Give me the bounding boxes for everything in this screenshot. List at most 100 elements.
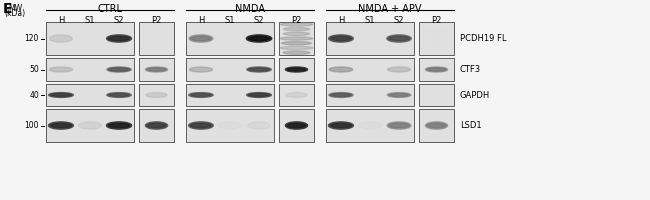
Text: S1: S1 bbox=[365, 16, 375, 25]
Ellipse shape bbox=[49, 122, 73, 129]
Ellipse shape bbox=[249, 68, 269, 71]
Ellipse shape bbox=[428, 36, 445, 41]
Ellipse shape bbox=[248, 94, 270, 96]
Ellipse shape bbox=[190, 123, 211, 128]
Ellipse shape bbox=[109, 68, 129, 71]
Ellipse shape bbox=[146, 93, 167, 97]
Ellipse shape bbox=[248, 36, 270, 41]
Ellipse shape bbox=[79, 122, 101, 129]
Ellipse shape bbox=[425, 122, 448, 129]
Ellipse shape bbox=[49, 35, 72, 42]
Ellipse shape bbox=[246, 35, 272, 42]
Ellipse shape bbox=[330, 67, 353, 72]
Bar bbox=[279, 22, 314, 55]
Ellipse shape bbox=[281, 42, 311, 45]
Ellipse shape bbox=[188, 93, 213, 97]
Text: H: H bbox=[198, 16, 204, 25]
Ellipse shape bbox=[283, 51, 310, 54]
Ellipse shape bbox=[147, 68, 166, 71]
Ellipse shape bbox=[287, 68, 306, 71]
Ellipse shape bbox=[247, 93, 271, 97]
Ellipse shape bbox=[109, 123, 130, 128]
Text: S2: S2 bbox=[254, 16, 265, 25]
Bar bbox=[326, 109, 414, 142]
Ellipse shape bbox=[387, 67, 411, 72]
Text: S1: S1 bbox=[225, 16, 235, 25]
Text: P2: P2 bbox=[291, 16, 302, 25]
Ellipse shape bbox=[219, 122, 241, 129]
Text: H: H bbox=[58, 16, 64, 25]
Bar bbox=[139, 22, 174, 55]
Ellipse shape bbox=[248, 122, 270, 129]
Text: S2: S2 bbox=[394, 16, 404, 25]
Text: (kDa): (kDa) bbox=[5, 9, 25, 18]
Text: 120: 120 bbox=[25, 34, 39, 43]
Ellipse shape bbox=[107, 35, 131, 42]
Ellipse shape bbox=[389, 94, 409, 96]
Text: CTRL: CTRL bbox=[98, 4, 122, 14]
Bar bbox=[186, 109, 274, 142]
Ellipse shape bbox=[147, 123, 166, 128]
Text: 100: 100 bbox=[25, 121, 39, 130]
Ellipse shape bbox=[191, 36, 211, 41]
Ellipse shape bbox=[387, 122, 411, 129]
Ellipse shape bbox=[49, 67, 72, 72]
Bar bbox=[139, 109, 174, 142]
Bar bbox=[186, 58, 274, 81]
Ellipse shape bbox=[359, 122, 381, 129]
Bar bbox=[139, 84, 174, 106]
Text: LSD1: LSD1 bbox=[460, 121, 482, 130]
Bar bbox=[186, 22, 274, 55]
Bar bbox=[326, 84, 414, 106]
Ellipse shape bbox=[109, 94, 129, 96]
Bar bbox=[46, 84, 134, 106]
Ellipse shape bbox=[427, 123, 446, 128]
Text: H: H bbox=[338, 16, 344, 25]
Bar bbox=[186, 84, 274, 106]
Ellipse shape bbox=[285, 122, 307, 129]
Ellipse shape bbox=[286, 93, 307, 97]
Bar bbox=[46, 58, 134, 81]
Text: GAPDH: GAPDH bbox=[460, 90, 490, 99]
Ellipse shape bbox=[280, 23, 313, 26]
Text: NMDA: NMDA bbox=[235, 4, 265, 14]
Ellipse shape bbox=[331, 94, 351, 96]
Bar bbox=[326, 22, 414, 55]
Ellipse shape bbox=[146, 67, 168, 72]
Ellipse shape bbox=[107, 67, 131, 72]
Text: S2: S2 bbox=[114, 16, 124, 25]
Text: P2: P2 bbox=[432, 16, 442, 25]
Text: CTF3: CTF3 bbox=[460, 65, 481, 74]
Ellipse shape bbox=[49, 93, 73, 97]
Ellipse shape bbox=[328, 122, 354, 129]
Ellipse shape bbox=[190, 94, 211, 96]
Text: 40: 40 bbox=[29, 90, 39, 99]
Text: NMDA + APV: NMDA + APV bbox=[358, 4, 422, 14]
Text: MW: MW bbox=[8, 4, 22, 13]
Text: 50: 50 bbox=[29, 65, 39, 74]
Ellipse shape bbox=[107, 93, 131, 97]
Bar bbox=[139, 58, 174, 81]
Ellipse shape bbox=[109, 36, 129, 41]
Ellipse shape bbox=[189, 67, 213, 72]
Ellipse shape bbox=[280, 46, 313, 50]
Ellipse shape bbox=[387, 35, 411, 42]
Text: S1: S1 bbox=[84, 16, 96, 25]
Ellipse shape bbox=[428, 30, 445, 34]
Bar bbox=[279, 58, 314, 81]
Ellipse shape bbox=[51, 123, 72, 128]
Bar bbox=[419, 58, 454, 81]
Text: E: E bbox=[3, 2, 12, 16]
Ellipse shape bbox=[107, 122, 131, 129]
Ellipse shape bbox=[280, 37, 313, 40]
Ellipse shape bbox=[247, 67, 271, 72]
Ellipse shape bbox=[283, 27, 309, 31]
Ellipse shape bbox=[283, 32, 309, 35]
Ellipse shape bbox=[188, 122, 213, 129]
Bar bbox=[419, 109, 454, 142]
Ellipse shape bbox=[287, 123, 306, 128]
Bar bbox=[46, 22, 134, 55]
Ellipse shape bbox=[428, 43, 445, 47]
Ellipse shape bbox=[51, 94, 72, 96]
Ellipse shape bbox=[387, 93, 411, 97]
